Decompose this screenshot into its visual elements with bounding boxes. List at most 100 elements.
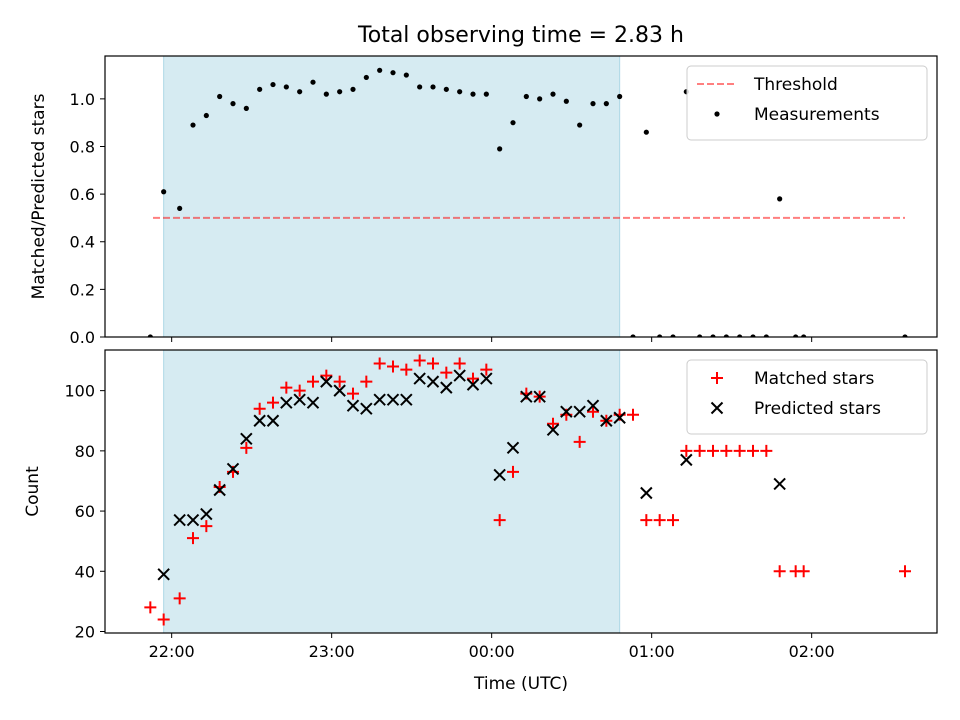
bottom-point-0-32 <box>573 435 586 448</box>
bottom-y-tick-label-4: 100 <box>64 382 95 401</box>
top-legend-label-1: Measurements <box>754 105 880 125</box>
bottom-point-1-31 <box>573 405 586 418</box>
bottom-point-0-22 <box>440 366 453 379</box>
bottom-point-1-23 <box>466 378 480 391</box>
bottom-y-tick-label-3: 80 <box>75 442 95 461</box>
bottom-point-0-40 <box>680 444 693 457</box>
top-point-0-49 <box>801 334 807 337</box>
bottom-legend: Matched stars Predicted stars <box>686 359 928 435</box>
bottom-point-1-14 <box>346 399 360 412</box>
bottom-point-0-18 <box>387 360 399 373</box>
top-point-0-9 <box>270 81 276 88</box>
top-legend-label-0: Threshold <box>753 75 838 95</box>
bottom-point-1-3 <box>200 507 213 521</box>
bottom-point-1-22 <box>453 369 466 382</box>
top-point-0-1 <box>161 189 167 195</box>
x-tick-label-4: 02:00 <box>789 642 835 661</box>
top-plot-area <box>147 56 908 337</box>
top-point-0-19 <box>403 72 409 78</box>
top-point-0-10 <box>283 84 289 90</box>
bottom-point-0-21 <box>427 357 439 370</box>
top-point-0-3 <box>190 122 196 128</box>
bottom-point-0-46 <box>760 444 773 457</box>
bottom-plot-area <box>144 350 911 633</box>
top-observing-span <box>163 56 621 337</box>
bottom-series-0 <box>144 354 911 626</box>
bottom-panel: 22:00 23:00 00:00 01:00 02:00 20 40 60 80 100 Coun… <box>23 349 938 694</box>
bottom-point-0-36 <box>627 408 639 421</box>
bottom-y-axis-label: Count <box>23 466 43 517</box>
top-point-0-4 <box>203 112 209 119</box>
top-point-0-31 <box>563 98 569 104</box>
bottom-point-0-15 <box>347 387 359 400</box>
top-point-0-37 <box>643 129 649 135</box>
bottom-point-0-37 <box>640 514 653 527</box>
top-panel: 0.0 0.2 0.4 0.6 0.8 1.0 Matched/Predicted star… <box>29 55 938 347</box>
bottom-observing-span <box>163 350 621 633</box>
bottom-point-1-30 <box>560 405 573 418</box>
bottom-point-0-9 <box>267 396 279 409</box>
bottom-point-1-18 <box>400 393 413 406</box>
top-point-0-39 <box>670 334 676 337</box>
bottom-y-tick-label-0: 20 <box>75 622 95 641</box>
bottom-point-0-8 <box>253 402 266 415</box>
top-point-0-48 <box>793 334 799 337</box>
top-point-0-43 <box>723 334 729 337</box>
bottom-point-1-25 <box>493 468 506 482</box>
bottom-point-1-6 <box>240 432 253 446</box>
bottom-point-1-29 <box>546 423 560 436</box>
bottom-point-1-13 <box>333 384 346 397</box>
top-legend-box <box>686 65 928 141</box>
bottom-point-0-4 <box>200 520 213 533</box>
bottom-point-1-21 <box>440 381 453 394</box>
bottom-legend-box <box>686 359 928 435</box>
bottom-point-0-10 <box>280 381 293 394</box>
top-y-tick-label-2: 0.4 <box>70 233 95 252</box>
top-series-0 <box>147 67 908 337</box>
bottom-point-0-44 <box>733 444 746 457</box>
top-axes-frame <box>104 55 938 338</box>
top-point-0-35 <box>617 93 623 100</box>
bottom-legend-marker-1 <box>710 401 724 415</box>
bottom-point-1-7 <box>253 414 266 427</box>
bottom-point-0-39 <box>667 514 679 527</box>
bottom-point-1-28 <box>533 390 546 403</box>
bottom-point-1-1 <box>173 513 186 527</box>
x-axis-label: Time (UTC) <box>473 674 568 694</box>
top-y-axis-label: Matched/Predicted stars <box>29 93 49 299</box>
top-point-0-21 <box>430 84 436 90</box>
bottom-point-1-17 <box>386 393 400 406</box>
top-point-0-24 <box>470 91 476 97</box>
bottom-series-1 <box>157 369 786 581</box>
bottom-point-1-9 <box>280 396 293 409</box>
top-point-0-25 <box>483 91 489 97</box>
top-point-0-26 <box>497 146 503 152</box>
top-point-0-42 <box>710 334 716 337</box>
bottom-point-1-2 <box>186 513 200 527</box>
bottom-legend-label-1: Predicted stars <box>754 399 881 419</box>
bottom-legend-marker-0 <box>711 372 723 384</box>
bottom-point-0-45 <box>747 444 759 457</box>
top-point-0-13 <box>323 91 329 97</box>
x-tick-label-1: 23:00 <box>309 642 355 661</box>
bottom-point-0-33 <box>587 405 599 418</box>
bottom-point-0-16 <box>360 375 373 388</box>
bottom-point-0-20 <box>413 354 426 367</box>
top-point-0-11 <box>297 89 303 95</box>
top-point-0-44 <box>737 334 743 337</box>
top-point-0-15 <box>350 86 356 92</box>
top-point-0-23 <box>457 89 463 95</box>
bottom-point-0-38 <box>653 514 666 527</box>
top-point-0-41 <box>697 334 703 337</box>
bottom-point-0-25 <box>480 363 493 376</box>
bottom-point-1-15 <box>360 402 373 415</box>
top-point-0-17 <box>377 67 383 73</box>
bottom-point-1-35 <box>640 486 653 500</box>
top-point-0-5 <box>217 93 223 100</box>
top-point-0-7 <box>243 105 249 111</box>
top-point-0-16 <box>363 74 369 81</box>
bottom-point-0-24 <box>467 372 479 385</box>
top-point-0-18 <box>390 70 396 76</box>
bottom-point-0-47 <box>773 565 786 578</box>
bottom-point-1-8 <box>266 414 280 427</box>
